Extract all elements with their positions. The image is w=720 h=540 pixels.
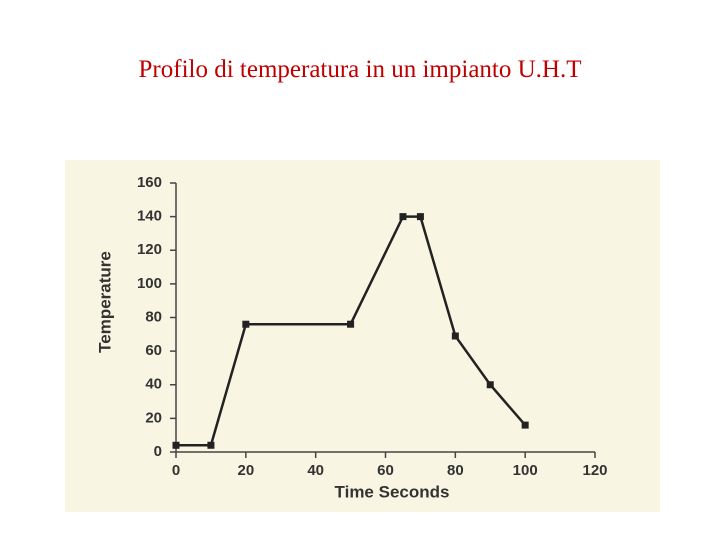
y-tick-label: 0 (154, 443, 162, 460)
point-marker (207, 441, 215, 449)
point-marker (242, 320, 250, 328)
point-marker (451, 332, 459, 340)
y-axis-title: Temperature (95, 251, 114, 353)
point-marker (172, 441, 180, 449)
y-tick-label: 160 (137, 174, 162, 191)
y-tick-label: 60 (145, 342, 162, 359)
x-tick-label: 40 (307, 462, 324, 479)
y-tick-label: 140 (137, 208, 162, 225)
point-marker (416, 213, 424, 221)
x-tick-label: 0 (172, 462, 180, 479)
point-marker (486, 381, 494, 389)
point-marker (347, 320, 355, 328)
point-marker (399, 213, 407, 221)
x-tick-label: 20 (237, 462, 254, 479)
point-marker (521, 421, 529, 429)
y-tick-label: 20 (145, 409, 162, 426)
y-tick-label: 80 (145, 308, 162, 325)
y-tick-label: 40 (145, 376, 162, 393)
x-tick-label: 120 (582, 462, 607, 479)
chart-panel (65, 160, 660, 512)
y-tick-label: 120 (137, 241, 162, 258)
x-tick-label: 60 (377, 462, 394, 479)
x-axis-title: Time Seconds (335, 482, 450, 501)
y-tick-label: 100 (137, 275, 162, 292)
x-tick-label: 80 (447, 462, 464, 479)
slide-title: Profilo di temperatura in un impianto U.… (139, 56, 582, 83)
x-tick-label: 100 (513, 462, 538, 479)
